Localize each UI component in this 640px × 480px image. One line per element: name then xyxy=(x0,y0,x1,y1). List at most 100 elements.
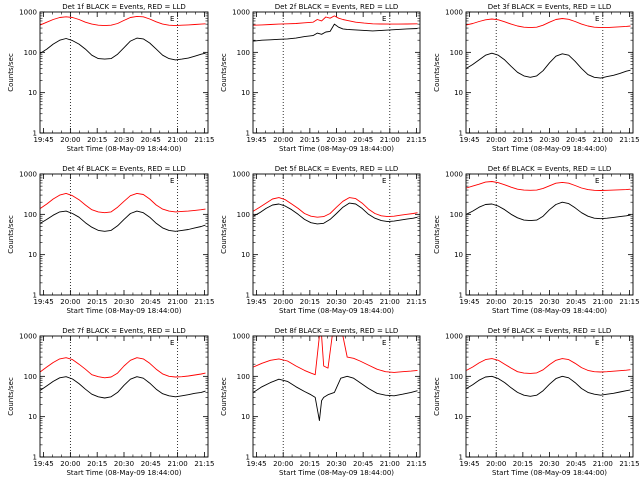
x-tick-label: 21:15 xyxy=(406,136,426,144)
corner-label: E xyxy=(382,177,386,185)
events-series-line xyxy=(253,202,418,225)
x-tick-label: 19:45 xyxy=(246,136,266,144)
x-tick-label: 20:00 xyxy=(273,136,293,144)
panel-title: Det 5f BLACK = Events, RED = LLD xyxy=(275,165,398,173)
y-tick-label: 1000 xyxy=(232,171,250,179)
corner-label: E xyxy=(595,15,599,23)
x-tick-label: 21:15 xyxy=(194,460,214,468)
y-tick-label: 10 xyxy=(241,89,250,97)
lld-series-line xyxy=(40,15,206,27)
events-series-line xyxy=(40,37,206,61)
x-tick-label: 20:45 xyxy=(566,136,586,144)
corner-label: E xyxy=(595,177,599,185)
y-tick-label: 10 xyxy=(28,413,37,421)
x-tick-label: 21:00 xyxy=(593,460,613,468)
x-tick-label: 21:15 xyxy=(194,298,214,306)
y-tick-label: 1 xyxy=(459,130,463,138)
y-tick-label: 100 xyxy=(24,211,37,219)
det-panel-3: Det 3f BLACK = Events, RED = LLD Counts/s… xyxy=(433,3,640,153)
x-tick-label: 19:45 xyxy=(246,460,266,468)
x-tick-label: 21:15 xyxy=(406,460,426,468)
y-tick-label: 100 xyxy=(237,373,250,381)
x-tick-label: 20:30 xyxy=(114,136,134,144)
x-axis-label: Start Time (08-May-09 18:44:00) xyxy=(279,307,394,315)
y-tick-label: 10 xyxy=(454,413,463,421)
y-tick-label: 1 xyxy=(33,454,37,462)
events-series-line xyxy=(40,376,206,399)
plot-frame xyxy=(39,173,209,296)
y-tick-label: 100 xyxy=(450,211,463,219)
y-axis-label: Counts/sec xyxy=(7,377,15,416)
y-tick-label: 1 xyxy=(459,454,463,462)
x-tick-label: 20:45 xyxy=(141,136,161,144)
x-tick-label: 21:00 xyxy=(168,136,188,144)
y-tick-label: 100 xyxy=(24,373,37,381)
det-panel-8: Det 8f BLACK = Events, RED = LLD Counts/s… xyxy=(220,327,427,477)
y-tick-label: 10 xyxy=(454,89,463,97)
plot-frame xyxy=(465,173,634,296)
x-tick-label: 20:45 xyxy=(566,298,586,306)
lld-series-line xyxy=(40,192,206,214)
x-tick-label: 20:15 xyxy=(300,298,320,306)
x-tick-label: 21:00 xyxy=(380,136,400,144)
x-tick-label: 21:00 xyxy=(593,298,613,306)
x-tick-label: 20:15 xyxy=(513,460,533,468)
y-tick-label: 1000 xyxy=(232,333,250,341)
x-tick-label: 20:15 xyxy=(87,460,107,468)
y-tick-label: 10 xyxy=(241,251,250,259)
y-axis-label: Counts/sec xyxy=(433,53,441,92)
x-tick-label: 20:30 xyxy=(326,298,346,306)
x-tick-label: 19:45 xyxy=(246,298,266,306)
det-panel-9: Det 9f BLACK = Events, RED = LLD Counts/s… xyxy=(433,327,640,477)
panel-title: Det 6f BLACK = Events, RED = LLD xyxy=(488,165,611,173)
x-axis-label: Start Time (08-May-09 18:44:00) xyxy=(279,145,394,153)
events-series-line xyxy=(253,23,418,42)
x-tick-label: 20:45 xyxy=(141,460,161,468)
x-tick-label: 20:15 xyxy=(87,136,107,144)
lld-series-line xyxy=(466,18,631,29)
x-tick-label: 20:30 xyxy=(539,298,559,306)
x-tick-label: 21:15 xyxy=(619,136,639,144)
lld-series-line xyxy=(466,181,631,191)
lld-series-line xyxy=(40,357,206,379)
corner-label: E xyxy=(382,339,386,347)
y-tick-label: 100 xyxy=(24,49,37,57)
events-series-line xyxy=(466,375,631,397)
plot-frame xyxy=(465,335,634,458)
det-panel-4: Det 4f BLACK = Events, RED = LLD Counts/s… xyxy=(7,165,215,315)
y-tick-label: 1 xyxy=(246,292,250,300)
x-tick-label: 20:00 xyxy=(486,460,506,468)
lld-series-line xyxy=(253,15,418,26)
plot-frame xyxy=(465,11,634,134)
y-axis-label: Counts/sec xyxy=(220,215,228,254)
x-tick-label: 20:30 xyxy=(114,460,134,468)
x-tick-label: 19:45 xyxy=(33,298,53,306)
y-tick-label: 10 xyxy=(28,251,37,259)
panel-title: Det 9f BLACK = Events, RED = LLD xyxy=(488,327,611,335)
x-tick-label: 20:45 xyxy=(353,136,373,144)
x-tick-label: 20:00 xyxy=(273,298,293,306)
events-series-line xyxy=(466,201,631,222)
y-axis-label: Counts/sec xyxy=(7,215,15,254)
x-tick-label: 20:00 xyxy=(60,298,80,306)
x-axis-label: Start Time (08-May-09 18:44:00) xyxy=(66,307,181,315)
det-panel-7: Det 7f BLACK = Events, RED = LLD Counts/s… xyxy=(7,327,215,477)
x-tick-label: 21:15 xyxy=(194,136,214,144)
y-tick-label: 100 xyxy=(237,49,250,57)
y-tick-label: 1 xyxy=(459,292,463,300)
panel-title: Det 3f BLACK = Events, RED = LLD xyxy=(488,3,611,11)
y-tick-label: 1000 xyxy=(232,9,250,17)
y-tick-label: 10 xyxy=(241,413,250,421)
x-tick-label: 20:45 xyxy=(141,298,161,306)
det-panel-1: Det 1f BLACK = Events, RED = LLD Counts/s… xyxy=(7,3,215,153)
x-tick-label: 21:00 xyxy=(380,460,400,468)
y-tick-label: 1000 xyxy=(19,333,37,341)
x-tick-label: 19:45 xyxy=(33,136,53,144)
y-axis-label: Counts/sec xyxy=(220,53,228,92)
y-tick-label: 1000 xyxy=(445,333,463,341)
x-tick-label: 20:00 xyxy=(273,460,293,468)
x-tick-label: 21:00 xyxy=(380,298,400,306)
y-axis-label: Counts/sec xyxy=(433,215,441,254)
corner-label: E xyxy=(170,339,174,347)
